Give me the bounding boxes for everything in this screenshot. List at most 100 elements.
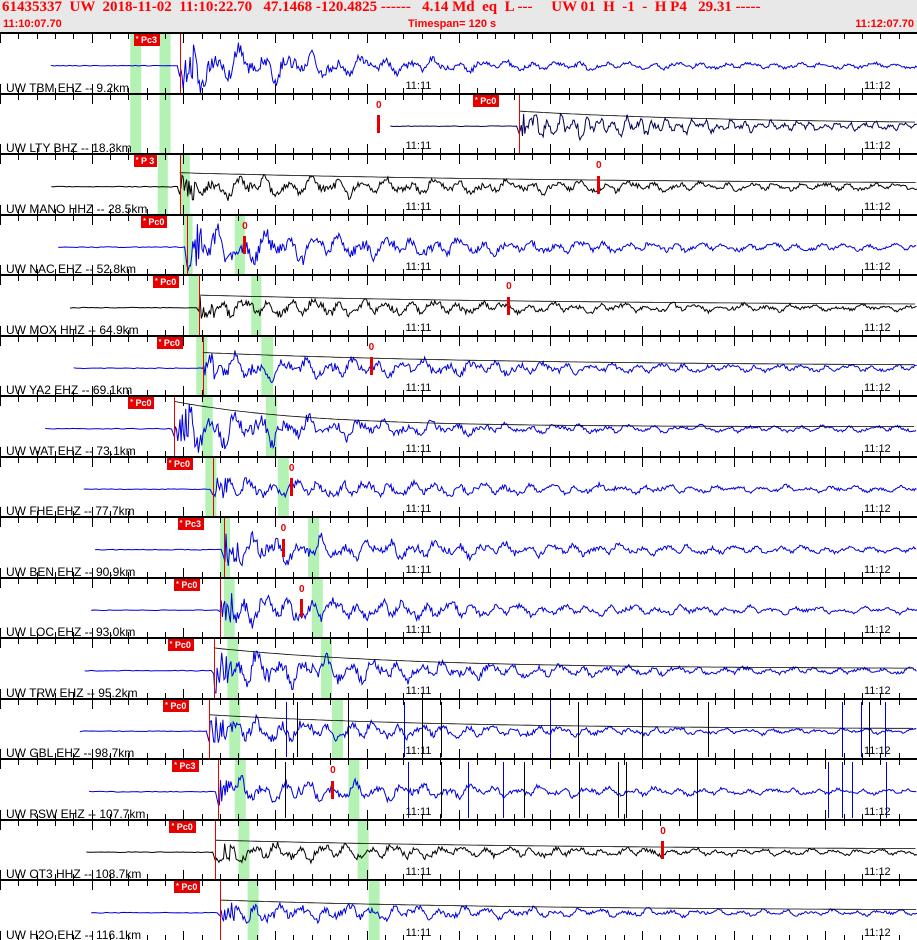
trace-panel[interactable]: * Pc0 UW GBL EHZ -- 98.7km 11:11 11:12	[0, 698, 917, 758]
time-axis-label: 11:12	[863, 564, 891, 576]
waveform	[70, 296, 917, 319]
coda-duration-marker[interactable]: 0	[596, 160, 602, 171]
trace-canvas	[0, 518, 917, 577]
time-axis-label: 11:11	[405, 140, 432, 152]
channel-label: UW WAT EHZ -- 73.1km	[6, 444, 136, 456]
trace-canvas	[0, 579, 917, 637]
pick-label[interactable]: * Pc3	[133, 34, 160, 46]
trace-panel-stack[interactable]: * Pc3 UW TBM EHZ -- 9.2km 11:11 11:12 * Pc0 0…	[0, 32, 917, 940]
pick-label[interactable]: * P 3	[133, 155, 158, 167]
trace-panel[interactable]: * P 3 0 UW MANO HHZ -- 28.5km 11:11 11:12	[0, 153, 917, 214]
coda-duration-marker[interactable]: 0	[330, 765, 336, 776]
coda-envelope	[209, 714, 914, 729]
pick-label[interactable]: * Pc0	[141, 216, 168, 228]
time-axis-label: 11:12	[863, 503, 891, 515]
coda-duration-marker[interactable]: 0	[660, 826, 666, 837]
pick-label[interactable]: * Pc0	[167, 639, 194, 651]
coda-duration-bar	[376, 115, 380, 134]
channel-label: UW NAC EHZ -- 52.8km	[6, 262, 137, 274]
waveform	[83, 476, 917, 499]
coda-envelope	[174, 401, 915, 427]
coda-duration-bar	[331, 780, 335, 800]
time-axis-label: 11:11	[405, 564, 432, 576]
trace-panel[interactable]: * Pc0 UW H2O EHZ -- 116.1km 11:11 11:12	[0, 879, 917, 940]
channel-label: UW OT3 HHZ -- 108.7km	[6, 867, 142, 879]
trace-panel[interactable]: * Pc0 0 UW MOX HHZ -- 64.9km 11:11 11:12	[0, 274, 917, 335]
waveform	[73, 350, 917, 384]
pick-label[interactable]: * Pc0	[174, 579, 201, 591]
pick-label[interactable]: * Pc0	[166, 458, 193, 470]
coda-envelope	[220, 899, 917, 910]
trace-panel[interactable]: * Pc0 0 UW YA2 EHZ -- 69.1km 11:11 11:12	[0, 335, 917, 395]
pick-label[interactable]: * Pc0	[128, 397, 155, 409]
pick-label[interactable]: * Pc0	[163, 700, 190, 712]
coda-envelope	[202, 352, 915, 366]
time-axis-label: 11:11	[405, 745, 432, 757]
coda-duration-marker[interactable]: 0	[506, 281, 512, 292]
channel-label: UW YA2 EHZ -- 69.1km	[6, 383, 133, 395]
trace-panel[interactable]: * Pc3 0 UW BEN EHZ -- 90.9km 11:11 11:12	[0, 516, 917, 577]
pick-label[interactable]: * Pc3	[172, 760, 199, 772]
trace-panel[interactable]: * Pc0 0 UW OT3 HHZ -- 108.7km 11:11 11:12	[0, 819, 917, 879]
channel-label: UW MOX HHZ -- 64.9km	[6, 323, 139, 335]
trace-panel[interactable]: * Pc0 UW WAT EHZ -- 73.1km 11:11 11:12	[0, 395, 917, 456]
pick-label[interactable]: * Pc0	[152, 276, 180, 288]
time-axis-label: 11:12	[863, 927, 891, 939]
trace-canvas	[0, 34, 917, 93]
time-axis-label: 11:12	[863, 443, 891, 455]
time-axis-label: 11:11	[405, 503, 432, 515]
coda-envelope	[215, 839, 916, 849]
trace-panel[interactable]: * Pc0 UW TRW EHZ -- 95.2km 11:11 11:12	[0, 637, 917, 698]
trace-canvas	[0, 95, 917, 153]
trace-canvas	[0, 337, 917, 395]
channel-label: UW RSW EHZ -- 107.7km	[6, 807, 146, 819]
time-axis-label: 11:12	[863, 806, 891, 818]
coda-duration-marker[interactable]: 0	[368, 342, 375, 353]
trace-panel[interactable]: * Pc0 0 UW FHE EHZ -- 77.7km 11:11 11:12	[0, 456, 917, 516]
time-axis-label: 11:11	[405, 261, 432, 273]
trace-panel[interactable]: * Pc3 UW TBM EHZ -- 9.2km 11:11 11:12	[0, 32, 917, 93]
time-axis-label: 11:11	[405, 806, 432, 818]
coda-duration-marker[interactable]: 0	[242, 221, 248, 232]
waveform	[58, 223, 917, 272]
trace-canvas	[0, 821, 917, 879]
trace-panel[interactable]: * Pc0 0 UW LOC EHZ -- 93.0km 11:11 11:12	[0, 577, 917, 637]
waveform	[90, 593, 917, 629]
trace-panel[interactable]: * Pc0 0 UW LTY BHZ -- 18.3km 11:11 11:12	[0, 93, 917, 153]
time-axis-label: 11:11	[405, 866, 432, 878]
pick-label[interactable]: * Pc3	[177, 518, 204, 530]
channel-label: UW MANO HHZ -- 28.5km	[6, 202, 148, 214]
coda-duration-marker[interactable]: 0	[298, 584, 305, 595]
trace-canvas	[0, 276, 917, 335]
waveform	[79, 713, 917, 743]
coda-duration-marker[interactable]: 0	[375, 100, 382, 111]
coda-duration-bar	[243, 236, 247, 255]
timespan-label: Timespan= 120 s	[408, 18, 497, 30]
pick-label[interactable]: * Pc0	[473, 95, 500, 107]
event-header: 61435337 UW 2018-11-02 11:10:22.70 47.14…	[0, 0, 917, 34]
pick-label[interactable]: * Pc0	[174, 881, 201, 893]
time-axis-label: 11:11	[405, 80, 432, 92]
waveform	[51, 173, 917, 201]
pick-label[interactable]: * Pc0	[169, 821, 196, 833]
time-axis-label: 11:12	[863, 745, 891, 757]
coda-duration-bar	[597, 175, 601, 195]
waveform	[89, 774, 917, 806]
time-axis-label: 11:12	[863, 140, 891, 152]
window-start-time: 11:10:07.70	[3, 18, 62, 30]
trace-panel[interactable]: * Pc3 0 UW RSW EHZ -- 107.7km 11:11 11:12	[0, 758, 917, 819]
waveform	[84, 650, 917, 694]
channel-label: UW TRW EHZ -- 95.2km	[6, 686, 138, 698]
coda-duration-marker[interactable]: 0	[280, 523, 287, 534]
coda-duration-marker[interactable]: 0	[288, 463, 295, 474]
waveform	[91, 901, 917, 925]
time-axis-label: 11:12	[863, 382, 891, 394]
waveform	[45, 404, 917, 453]
pick-label[interactable]: * Pc0	[156, 337, 183, 349]
coda-duration-bar	[281, 538, 285, 558]
trace-canvas	[0, 458, 917, 516]
trace-panel[interactable]: * Pc0 0 UW NAC EHZ -- 52.8km 11:11 11:12	[0, 214, 917, 274]
event-summary-line: 61435337 UW 2018-11-02 11:10:22.70 47.14…	[2, 0, 761, 15]
time-axis-label: 11:11	[405, 443, 432, 455]
coda-duration-bar	[507, 296, 511, 316]
